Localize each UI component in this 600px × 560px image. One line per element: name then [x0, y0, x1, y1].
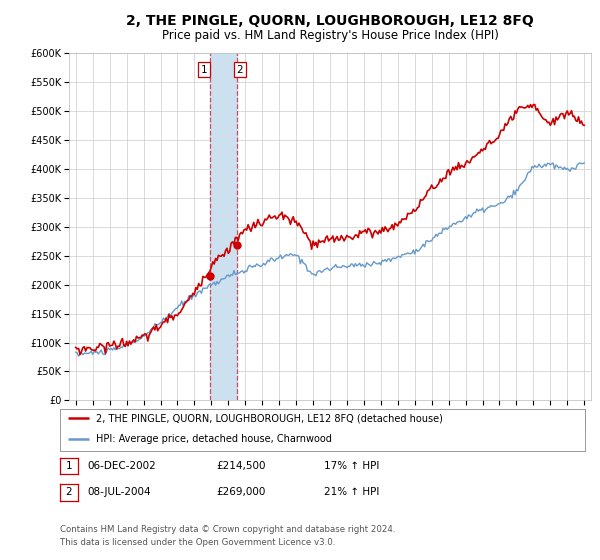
Text: 17% ↑ HPI: 17% ↑ HPI: [324, 461, 379, 471]
Text: 08-JUL-2004: 08-JUL-2004: [87, 487, 151, 497]
Text: £214,500: £214,500: [216, 461, 265, 471]
Text: 1: 1: [201, 65, 208, 75]
Bar: [210, 53, 237, 400]
Text: 2: 2: [65, 487, 73, 497]
Text: £269,000: £269,000: [216, 487, 265, 497]
Text: 2: 2: [236, 65, 243, 75]
Text: 1: 1: [65, 461, 73, 471]
Text: 2, THE PINGLE, QUORN, LOUGHBOROUGH, LE12 8FQ: 2, THE PINGLE, QUORN, LOUGHBOROUGH, LE12…: [126, 14, 534, 28]
Text: 2, THE PINGLE, QUORN, LOUGHBOROUGH, LE12 8FQ (detached house): 2, THE PINGLE, QUORN, LOUGHBOROUGH, LE12…: [96, 413, 443, 423]
Text: 06-DEC-2002: 06-DEC-2002: [87, 461, 156, 471]
Text: Contains HM Land Registry data © Crown copyright and database right 2024.
This d: Contains HM Land Registry data © Crown c…: [60, 525, 395, 548]
Text: HPI: Average price, detached house, Charnwood: HPI: Average price, detached house, Char…: [96, 434, 332, 444]
Text: Price paid vs. HM Land Registry's House Price Index (HPI): Price paid vs. HM Land Registry's House …: [161, 29, 499, 42]
Text: 21% ↑ HPI: 21% ↑ HPI: [324, 487, 379, 497]
